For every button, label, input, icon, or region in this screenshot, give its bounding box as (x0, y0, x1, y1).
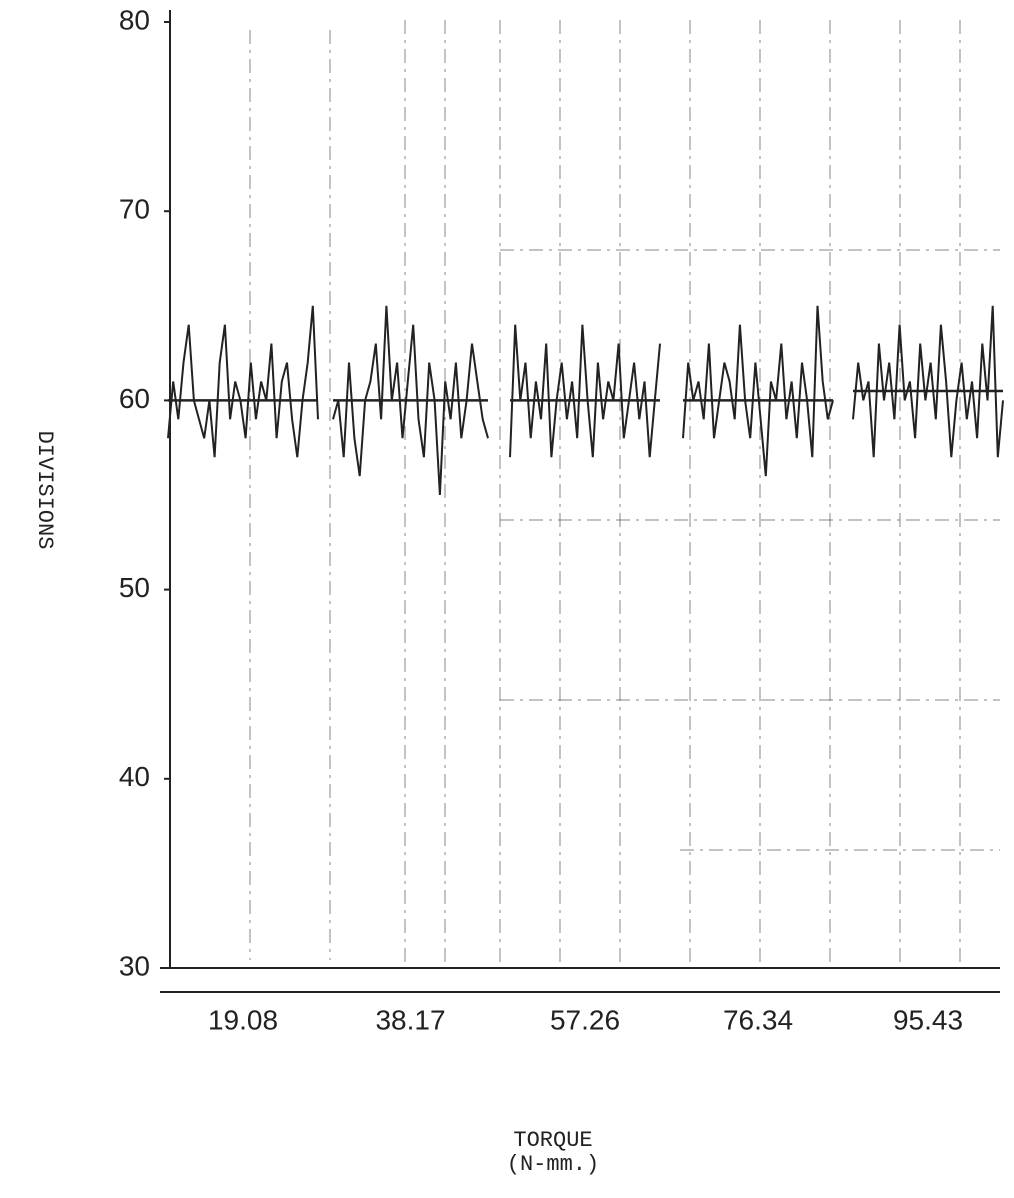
y-tick-label: 80 (119, 4, 150, 35)
trace (852, 305, 1004, 458)
x-tick-label: 76.34 (723, 1004, 793, 1035)
y-tick-label: 30 (119, 950, 150, 981)
paper-grid (249, 20, 1000, 968)
y-tick-label: 70 (119, 194, 150, 225)
y-tick-label: 60 (119, 383, 150, 414)
trace (682, 305, 834, 477)
x-tick-label: 95.43 (893, 1004, 963, 1035)
x-tick-label: 57.26 (550, 1004, 620, 1035)
trace (167, 305, 319, 458)
trace (332, 305, 489, 496)
x-tick-label: 38.17 (375, 1004, 445, 1035)
x-axis-title: TORQUE (513, 1128, 592, 1153)
x-axis-unit: (N-mm.) (507, 1152, 599, 1177)
y-tick-label: 50 (119, 572, 150, 603)
y-tick-label: 40 (119, 761, 150, 792)
x-tick-label: 19.08 (208, 1004, 278, 1035)
y-axis-title: DIVISIONS (32, 431, 57, 550)
trace (509, 324, 661, 458)
